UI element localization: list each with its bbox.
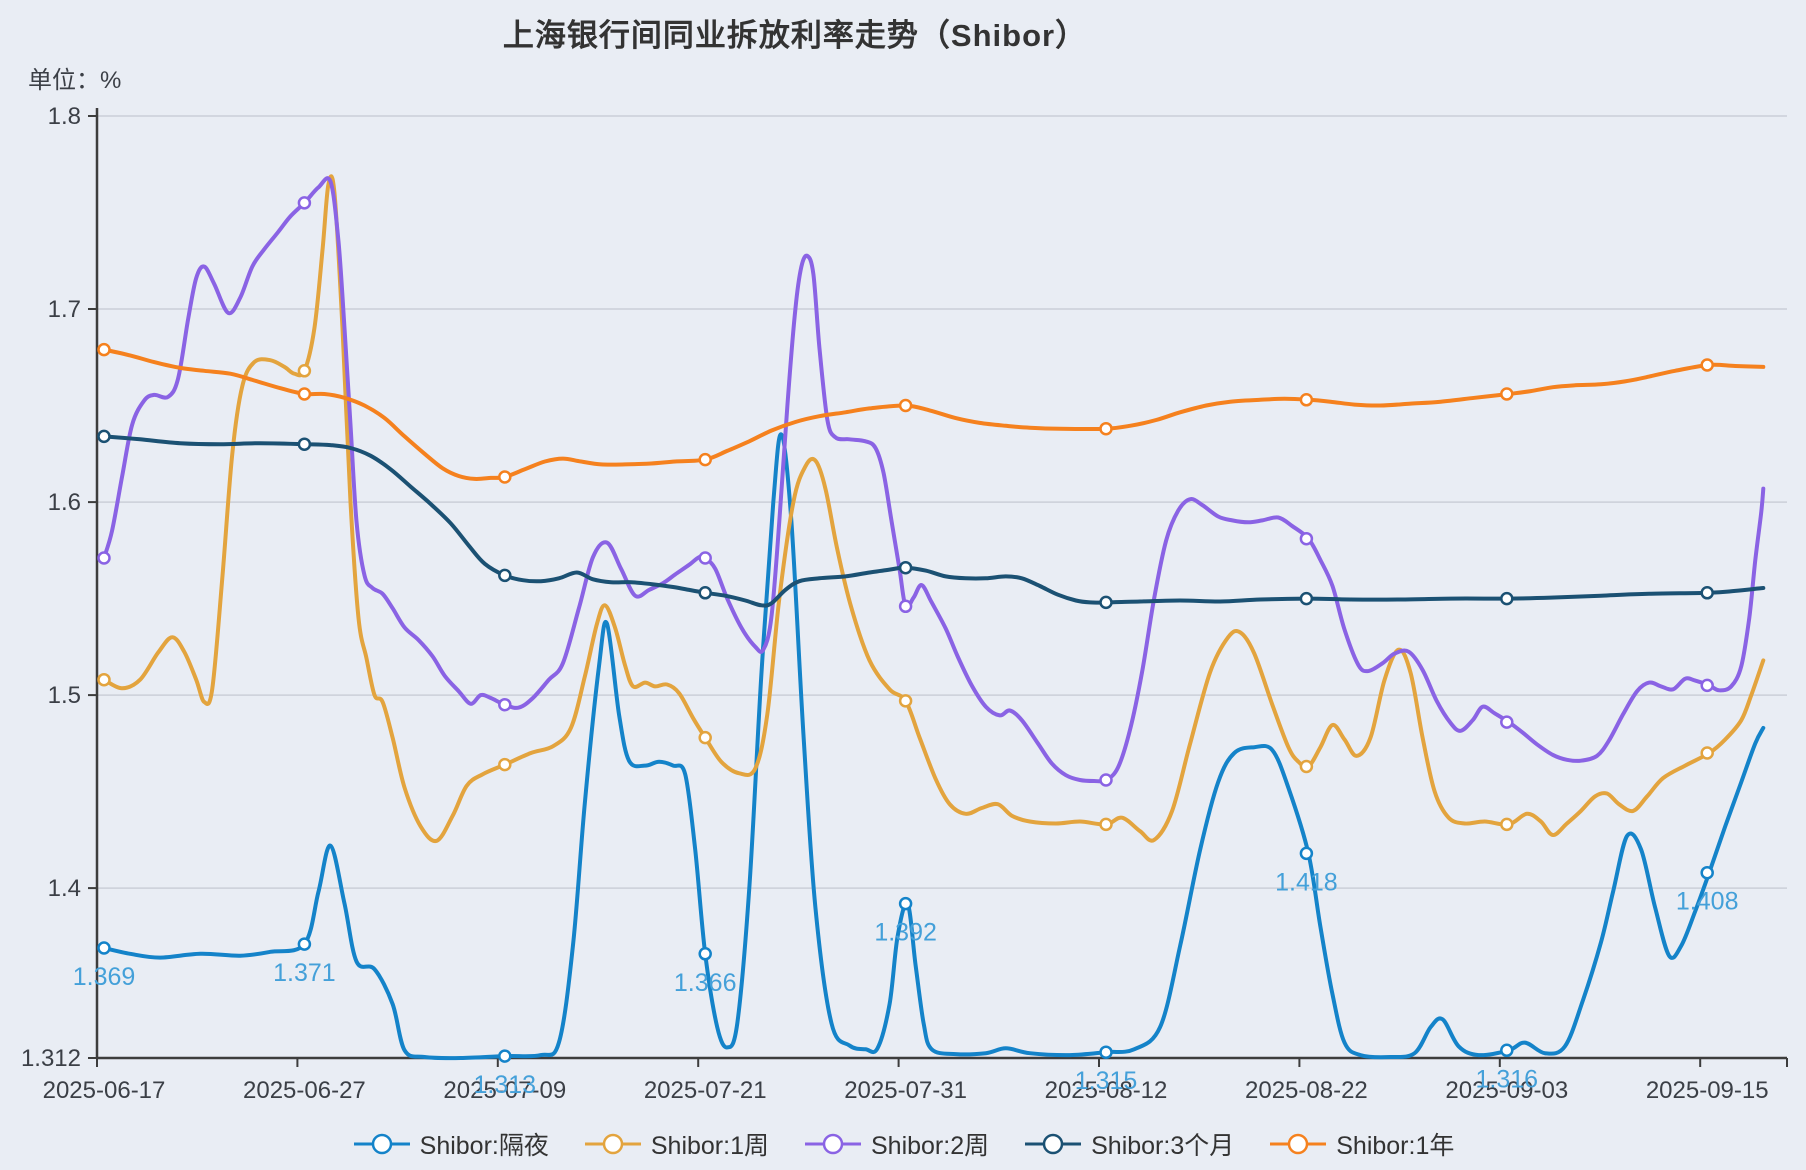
x-axis-label: 2025-09-03 (1445, 1077, 1568, 1104)
legend-marker-icon (1025, 1133, 1082, 1155)
x-axis-label: 2025-07-31 (844, 1077, 967, 1104)
series-marker-2 (898, 599, 913, 614)
data-value-label: 1.313 (474, 1071, 537, 1099)
data-value-label: 1.392 (874, 919, 937, 947)
series-marker-1 (1500, 817, 1514, 832)
legend-item-label: Shibor:隔夜 (419, 1132, 549, 1160)
series-marker-3 (97, 429, 111, 444)
x-axis-label: 2025-09-15 (1646, 1077, 1769, 1104)
legend-item-label: Shibor:1年 (1336, 1132, 1455, 1160)
y-axis-label: 1.4 (48, 875, 81, 902)
series-line-3 (102, 434, 1766, 608)
legend-item-label: Shibor:3个月 (1091, 1132, 1235, 1160)
series-line-0 (102, 432, 1766, 1061)
series-marker-3 (1299, 591, 1314, 606)
data-value-label: 1.315 (1075, 1067, 1138, 1095)
data-value-label: 1.316 (1476, 1065, 1539, 1093)
page-title: 上海银行间同业拆放利率走势（Shibor） (502, 18, 1088, 53)
series-marker-3 (698, 586, 712, 600)
series-marker-0 (97, 941, 111, 955)
series-marker-3 (297, 437, 312, 451)
series-marker-3 (1700, 586, 1714, 600)
series-marker-1 (498, 757, 512, 772)
series-marker-4 (698, 452, 712, 467)
series-marker-2 (1700, 678, 1714, 693)
series-marker-4 (1099, 421, 1113, 436)
legend-marker-icon (1270, 1133, 1327, 1155)
legend-item-label: Shibor:1周 (650, 1132, 769, 1160)
series-line-2 (102, 176, 1766, 784)
data-value-label: 1.366 (674, 969, 737, 997)
series-marker-4 (297, 387, 312, 401)
series-marker-3 (1500, 591, 1514, 606)
legend-item-3[interactable]: Shibor:3个月 (1023, 1126, 1234, 1162)
chart-legend: Shibor:隔夜 Shibor:1周 Shibor:2周 Shibor:3个月 Shi… (0, 1126, 1806, 1162)
series-marker-2 (1099, 773, 1113, 787)
series-marker-4 (1299, 393, 1314, 407)
series-marker-0 (1700, 865, 1714, 880)
y-axis-label: 1.8 (48, 103, 81, 130)
series-marker-0 (1099, 1045, 1113, 1059)
y-axis-label: 1.7 (48, 296, 81, 323)
series-line-4 (102, 347, 1766, 481)
legend-item-label: Shibor:2周 (870, 1132, 990, 1160)
series-marker-2 (1299, 531, 1314, 546)
series-marker-1 (1099, 817, 1113, 832)
series-marker-0 (498, 1049, 512, 1063)
series-marker-1 (898, 694, 913, 708)
data-value-label: 1.371 (273, 959, 336, 987)
legend-item-1[interactable]: Shibor:1周 (583, 1126, 769, 1162)
series-marker-1 (1700, 746, 1714, 760)
x-axis-label: 2025-08-12 (1045, 1077, 1168, 1104)
legend-item-0[interactable]: Shibor:隔夜 (352, 1126, 549, 1162)
series-marker-4 (1500, 387, 1514, 401)
legend-marker-icon (804, 1133, 861, 1155)
series-marker-4 (898, 398, 913, 413)
series-marker-0 (1500, 1043, 1514, 1058)
series-marker-4 (498, 470, 512, 484)
y-axis-label: 1.6 (48, 489, 81, 516)
x-axis-label: 2025-08-22 (1245, 1077, 1368, 1104)
series-marker-3 (1099, 595, 1113, 610)
x-axis-label: 2025-06-17 (43, 1077, 166, 1104)
series-marker-3 (898, 560, 913, 575)
legend-item-2[interactable]: Shibor:2周 (803, 1126, 989, 1162)
legend-marker-icon (584, 1133, 641, 1155)
series-marker-0 (898, 896, 913, 911)
series-marker-1 (97, 672, 111, 687)
series-marker-2 (97, 551, 111, 565)
series-line-1 (102, 174, 1766, 844)
data-value-label: 1.418 (1275, 868, 1338, 896)
y-axis-label: 1.5 (48, 682, 81, 709)
series-marker-2 (1500, 715, 1514, 729)
series-marker-0 (1299, 846, 1314, 861)
x-axis-label: 2025-07-09 (443, 1077, 566, 1104)
legend-item-4[interactable]: Shibor:1年 (1268, 1126, 1454, 1162)
series-marker-1 (698, 730, 712, 745)
x-axis-label: 2025-07-21 (644, 1077, 767, 1104)
series-marker-4 (97, 342, 111, 357)
data-value-label: 1.369 (73, 963, 136, 991)
x-axis-label: 2025-06-27 (243, 1077, 366, 1104)
series-marker-2 (498, 697, 512, 712)
series-marker-2 (698, 551, 712, 565)
unit-label: 单位：% (28, 67, 122, 94)
series-marker-2 (297, 196, 312, 210)
legend-marker-icon (353, 1133, 410, 1155)
y-axis-label: 1.312 (21, 1045, 81, 1072)
series-marker-0 (297, 937, 312, 951)
data-value-label: 1.408 (1676, 888, 1739, 916)
series-marker-1 (1299, 759, 1314, 774)
series-marker-4 (1700, 358, 1714, 372)
series-marker-3 (498, 568, 512, 583)
series-marker-0 (698, 947, 712, 961)
series-marker-1 (297, 364, 312, 378)
